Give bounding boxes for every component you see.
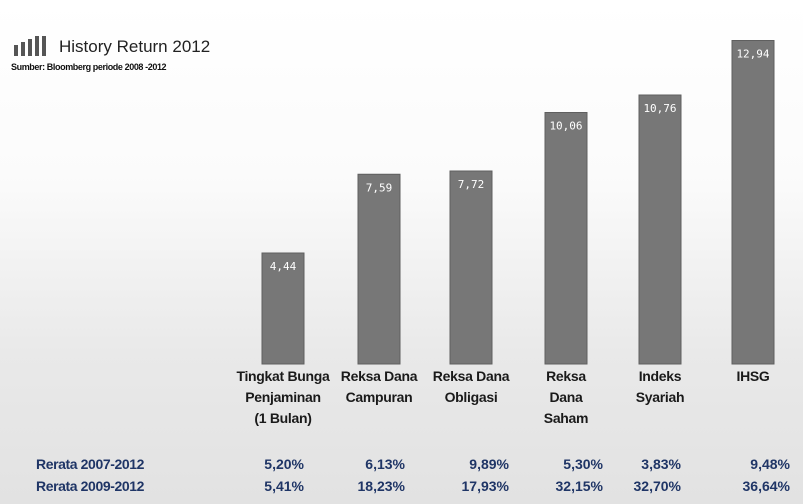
bar-value-label: 4,44 (270, 260, 297, 273)
category-label-line: Reksa Dana (432, 368, 510, 384)
table-cell: 6,13% (365, 456, 405, 472)
bar-value-label: 12,94 (736, 48, 769, 61)
table-cell: 32,15% (555, 478, 603, 494)
table-cell: 3,83% (641, 456, 681, 472)
category-label-line: Penjaminan (245, 389, 321, 405)
table-cell: 5,30% (563, 456, 603, 472)
table-cell: 32,70% (633, 478, 681, 494)
row-label: Rerata 2009-2012 (36, 478, 145, 494)
bar-5 (731, 40, 775, 365)
table-cell: 9,48% (750, 456, 790, 472)
category-label-line: Reksa Dana (340, 368, 418, 384)
category-label: IHSG (698, 366, 803, 387)
category-label-line: Saham (543, 410, 589, 426)
bar-1 (357, 173, 401, 365)
category-label: Reksa Dana Obligasi (416, 366, 526, 408)
category-label-line: Tingkat Bunga (236, 368, 330, 384)
table-cell: 17,93% (461, 478, 509, 494)
bar-3 (544, 112, 588, 365)
table-cell: 5,20% (264, 456, 304, 472)
category-label-line: Reksa (546, 368, 586, 384)
category-label-line: Obligasi (444, 389, 498, 405)
bar-chart-icon (14, 36, 46, 56)
table-cell: 5,41% (264, 478, 304, 494)
category-label: Indeks Syariah (605, 366, 715, 408)
bar-2 (449, 170, 493, 365)
bar-0 (261, 252, 305, 365)
category-label: Reksa Dana Saham (511, 366, 621, 429)
table-cell: 9,89% (469, 456, 509, 472)
category-label-line: IHSG (736, 368, 770, 384)
bar-value-label: 10,06 (549, 120, 582, 133)
chart-title: History Return 2012 (59, 37, 211, 56)
category-label-line: Dana (549, 389, 583, 405)
average-row-2007-2012: Rerata 2007-2012 5,20% 6,13% 9,89% 5,30% 3,8… (0, 456, 803, 478)
chart-subtitle: Sumber: Bloomberg periode 2008 -2012 (11, 62, 167, 72)
bar-value-label: 7,72 (458, 178, 485, 191)
category-label-line: Indeks (638, 368, 682, 384)
category-label-line: Campuran (345, 389, 413, 405)
category-label-line: Syariah (635, 389, 685, 405)
table-cell: 18,23% (357, 478, 405, 494)
category-label-line: (1 Bulan) (254, 410, 312, 426)
average-row-2009-2012: Rerata 2009-2012 5,41% 18,23% 17,93% 32,15%… (0, 478, 803, 500)
row-label: Rerata 2007-2012 (36, 456, 145, 472)
table-cell: 36,64% (742, 478, 790, 494)
category-label: Tingkat Bunga Penjaminan (1 Bulan) (228, 366, 338, 429)
bar-value-label: 7,59 (366, 181, 393, 194)
category-label: Reksa Dana Campuran (324, 366, 434, 408)
bar-value-label: 10,76 (643, 102, 676, 115)
bar-4 (638, 94, 682, 365)
